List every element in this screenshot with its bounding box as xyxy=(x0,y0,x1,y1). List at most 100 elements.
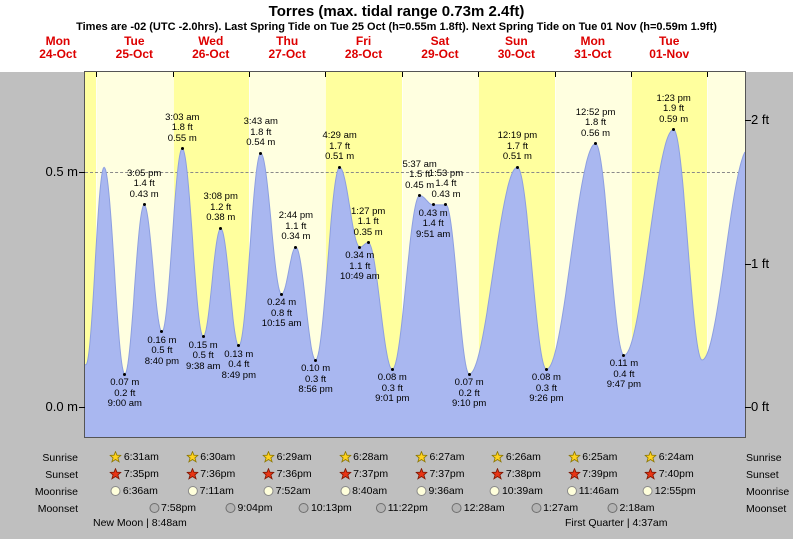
tide-annotation-low: 0.08 m 0.3 ft 9:01 pm xyxy=(357,373,427,405)
annotation-line: 0.10 m xyxy=(301,363,331,374)
annotation-line: 3:05 pm xyxy=(126,167,162,179)
moonrise-moon-icon xyxy=(642,486,653,496)
day-boundary-line xyxy=(401,72,403,437)
tide-plot-area: 0.07 m 0.2 ft 9:00 am 3:05 pm 1.4 ft 0.43 m 0.… xyxy=(84,71,746,438)
tide-annotation-low: 0.34 m 1.1 ft 10:49 am xyxy=(325,251,395,283)
day-label: Fri 28-Oct xyxy=(326,35,402,61)
tide-point-dot xyxy=(418,194,422,197)
annotation-line: 1.4 ft xyxy=(435,178,457,190)
y-axis-tick-right xyxy=(745,120,751,122)
moonrise-entry: 7:52am xyxy=(263,485,311,497)
annotation-line: 0.16 m xyxy=(147,334,177,346)
sunset-entry: 7:38pm xyxy=(491,468,541,480)
sunrise-entry: 6:30am xyxy=(186,451,235,463)
gridline xyxy=(85,172,745,173)
annotation-line: 2:44 pm xyxy=(278,210,314,222)
sunrise-entry: 6:26am xyxy=(491,451,541,463)
moonrise-time: 7:11am xyxy=(199,485,234,497)
sunset-entry: 7:39pm xyxy=(568,468,617,480)
moonrise-moon-icon xyxy=(263,486,274,496)
day-boundary-line xyxy=(325,72,327,437)
moonset-time: 12:28am xyxy=(463,502,505,514)
tide-annotation-high: 4:29 am 1.7 ft 0.51 m xyxy=(305,131,375,163)
tide-point-dot xyxy=(201,335,205,338)
moonrise-entry: 9:36am xyxy=(416,485,464,497)
day-label: Thu 27-Oct xyxy=(249,35,325,61)
day-boundary-line xyxy=(707,72,709,437)
tide-annotation-high: 2:44 pm 1.1 ft 0.34 m xyxy=(261,211,331,243)
annotation-line: 1.2 ft xyxy=(210,201,232,213)
annotation-line: 8:40 pm xyxy=(144,355,180,367)
day-tick-top xyxy=(248,72,250,77)
day-date: 28-Oct xyxy=(344,47,383,61)
sunset-time: 7:36pm xyxy=(276,468,312,480)
annotation-line: 0.08 m xyxy=(531,372,561,384)
y-axis-tick-right xyxy=(745,263,751,265)
annotation-line: 0.34 m xyxy=(345,250,375,262)
annotation-line: 1.7 ft xyxy=(329,140,351,152)
moonrise-time: 7:52am xyxy=(275,485,311,497)
moonrise-entry: 7:11am xyxy=(187,485,234,497)
tide-curve xyxy=(85,129,745,437)
annotation-line: 0.43 m xyxy=(431,188,461,200)
day-band xyxy=(85,72,97,437)
annotation-line: 0.11 m xyxy=(609,358,639,370)
sunrise-time: 6:24am xyxy=(658,451,694,463)
sunset-star-icon xyxy=(262,468,275,480)
sunset-star-icon xyxy=(644,468,657,480)
day-name: Wed xyxy=(198,34,224,48)
tide-point-dot xyxy=(160,330,164,334)
day-name: Sat xyxy=(430,34,450,48)
sunset-entry: 7:36pm xyxy=(262,468,312,480)
y-axis-tick-right xyxy=(745,407,751,408)
annotation-line: 9:47 pm xyxy=(606,379,642,391)
astro-row-label-left: Moonset xyxy=(37,503,78,515)
sunrise-time: 6:29am xyxy=(276,451,312,463)
tide-point-dot xyxy=(237,344,241,348)
sunset-star-icon xyxy=(186,468,199,480)
moonrise-moon-icon xyxy=(416,486,427,496)
day-date: 26-Oct xyxy=(192,47,230,61)
tide-point-dot xyxy=(259,151,263,155)
tide-point-dot xyxy=(366,241,370,244)
sunrise-time: 6:26am xyxy=(505,451,541,463)
tide-annotation-low: 0.11 m 0.4 ft 9:47 pm xyxy=(589,359,659,391)
moon-phase-first-quarter: First Quarter | 4:37am xyxy=(565,517,668,529)
sunrise-star-icon xyxy=(568,451,581,463)
annotation-line: 9:26 pm xyxy=(529,393,564,405)
moonrise-moon-icon xyxy=(340,486,351,496)
day-date: 31-Oct xyxy=(574,47,612,61)
annotation-line: 0.4 ft xyxy=(228,359,250,371)
sunrise-entry: 6:28am xyxy=(339,451,388,463)
annotation-line: 8:49 pm xyxy=(221,369,256,381)
annotation-line: 9:51 am xyxy=(415,228,451,240)
y-axis-label-left: 0.5 m xyxy=(45,164,78,179)
annotation-line: 0.5 ft xyxy=(151,345,173,357)
moonset-moon-icon xyxy=(149,503,160,513)
annotation-line: 0.35 m xyxy=(353,226,383,238)
sunrise-star-icon xyxy=(109,451,122,463)
day-label: Tue 25-Oct xyxy=(96,35,172,61)
moonset-time: 1:27am xyxy=(543,502,579,514)
day-tick-top xyxy=(554,72,556,77)
moonrise-entry: 11:46am xyxy=(566,485,619,497)
sunset-star-icon xyxy=(491,468,504,480)
moonset-time: 9:04pm xyxy=(237,502,273,514)
annotation-line: 0.3 ft xyxy=(535,382,557,394)
day-tick-top xyxy=(96,72,98,77)
annotation-line: 3:03 am xyxy=(165,111,200,123)
moonset-moon-icon xyxy=(607,503,618,513)
annotation-line: 0.24 m xyxy=(267,297,297,309)
annotation-line: 0.59 m xyxy=(659,113,689,125)
annotation-line: 0.13 m xyxy=(224,348,254,360)
annotation-line: 8:56 pm xyxy=(298,384,333,395)
annotation-line: 0.07 m xyxy=(110,377,140,389)
tide-point-dot xyxy=(314,358,318,362)
tide-annotation-low: 0.15 m 0.5 ft 9:38 am xyxy=(168,340,238,373)
annotation-line: 0.2 ft xyxy=(458,387,480,399)
astro-row-label-left: Sunset xyxy=(45,469,78,481)
moonrise-time: 9:36am xyxy=(428,485,464,497)
sunset-time: 7:38pm xyxy=(505,468,541,480)
moonset-moon-icon xyxy=(225,503,236,513)
